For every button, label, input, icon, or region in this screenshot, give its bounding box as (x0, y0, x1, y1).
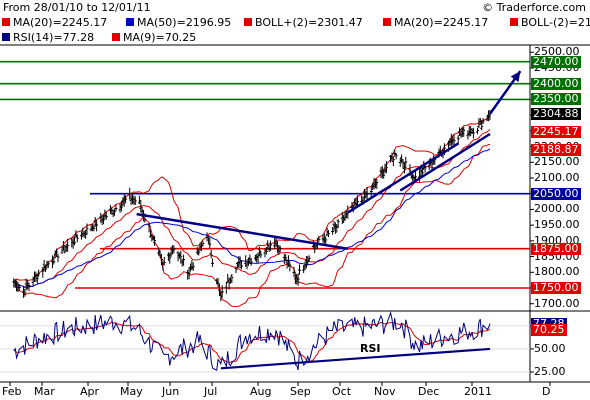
legend-swatch (126, 18, 134, 26)
price-tag: 2245.17 (531, 125, 581, 139)
legend-swatch (383, 18, 391, 26)
price-tag: 2188.87 (531, 143, 581, 157)
date-range-label: From 28/01/10 to 12/01/11 (3, 1, 151, 14)
y-tick-label: 2500.00 (534, 45, 580, 59)
bollinger-upper-line (13, 113, 491, 283)
rsi-ma-tag: 70.25 (531, 323, 567, 337)
ma20-line (13, 128, 491, 288)
x-tick-label: Jul (204, 385, 218, 398)
trendline (136, 212, 349, 250)
rsi-y-tick-label: 50.00 (534, 341, 566, 355)
x-tick-label: Dec (418, 385, 440, 398)
x-tick-label: May (120, 385, 143, 398)
rsi-trendline (220, 347, 491, 370)
x-tick-label: Oct (332, 385, 352, 398)
legend-label: BOLL-(2)=218 (521, 16, 590, 29)
legend-item: MA(50)=2196.95 (126, 16, 231, 29)
trendline (347, 142, 459, 214)
legend-item: MA(20)=2245.17 (2, 16, 107, 29)
legend-swatch (2, 33, 10, 41)
y-tick-label: 2150.00 (534, 155, 580, 169)
x-tick-label: Jun (162, 385, 180, 398)
ma50-line (13, 148, 491, 288)
level-label: 2470.00 (531, 54, 581, 68)
y-tick-label: 2000.00 (534, 202, 580, 216)
legend-item: RSI(14)=77.28 (2, 31, 94, 44)
legend-row-2: RSI(14)=77.28 MA(9)=70.25 (0, 31, 590, 45)
legend-label: MA(50)=2196.95 (137, 16, 232, 29)
level-label: 2050.00 (531, 186, 581, 200)
rsi-y-tick-label: 25.00 (534, 365, 566, 378)
source-label: © Traderforce.com (482, 1, 586, 14)
legend-label: MA(20)=2245.17 (13, 16, 108, 29)
x-tick-label: D (542, 385, 551, 398)
bollinger-lower-line (13, 143, 491, 308)
legend-swatch (510, 18, 518, 26)
x-tick-label: 2011 (464, 385, 492, 398)
x-tick-label: Feb (2, 385, 22, 398)
legend-item: MA(20)=2245.17 (383, 16, 488, 29)
x-tick-label: Sep (290, 385, 311, 398)
legend-item: BOLL+(2)=2301.47 (244, 16, 363, 29)
y-tick-label: 1800.00 (534, 265, 580, 279)
y-tick-label: 2100.00 (534, 171, 580, 184)
forecast-arrow-head (510, 71, 521, 82)
trendline (399, 132, 491, 192)
legend-swatch (112, 33, 120, 41)
level-label: 1875.00 (531, 241, 581, 255)
legend-label: RSI(14)=77.28 (13, 31, 95, 44)
legend-item: MA(9)=70.25 (112, 31, 196, 44)
x-tick-label: Nov (374, 385, 396, 398)
x-tick-label: Mar (34, 385, 55, 398)
rsi-label: RSI (360, 342, 381, 355)
legend-label: MA(20)=2245.17 (394, 16, 489, 29)
rsi-line (13, 311, 491, 371)
legend-swatch (2, 18, 10, 26)
legend-swatch (244, 18, 252, 26)
y-tick-label: 1700.00 (534, 296, 580, 310)
y-tick-label: 1950.00 (534, 218, 580, 232)
level-label: 2350.00 (531, 92, 581, 106)
price-tag: 2304.88 (531, 106, 581, 120)
level-label: 1750.00 (531, 281, 581, 294)
legend-item: BOLL-(2)=218 (510, 16, 590, 29)
legend-row-1: MA(20)=2245.17 MA(50)=2196.95 BOLL+(2)=230… (0, 16, 590, 30)
x-tick-label: Apr (80, 385, 100, 398)
x-tick-label: Aug (250, 385, 272, 398)
legend-label: MA(9)=70.25 (123, 31, 197, 44)
level-label: 2400.00 (531, 76, 581, 90)
legend-label: BOLL+(2)=2301.47 (255, 16, 363, 29)
